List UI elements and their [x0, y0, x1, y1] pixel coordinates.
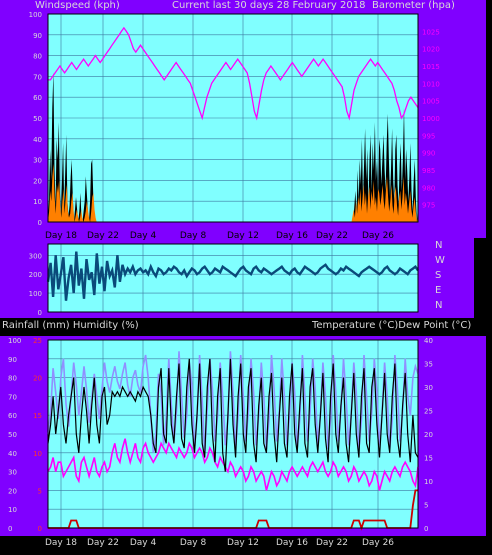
temp-x-tick-label: Day 22	[316, 538, 348, 548]
wind-x-tick-label: Day 26	[362, 231, 394, 241]
wind-x-tick-label: Day 4	[130, 231, 157, 241]
temp-x-tick-label: Day 8	[180, 538, 207, 548]
humidity-y-tick-label: 50	[8, 431, 17, 439]
temp-x-tick-label: Day 18	[45, 538, 77, 548]
temp-plot-border	[47, 339, 419, 529]
wind-x-tick-label: Day 12	[227, 231, 259, 241]
baro-y-tick-label: 990	[422, 150, 435, 158]
compass-label: S	[435, 270, 441, 281]
temp-y-tick-label: 10	[424, 478, 433, 486]
humidity-y-tick-label: 80	[8, 375, 17, 383]
rain-y-tick-label: 0	[38, 525, 42, 533]
temp-y-tick-label: 0	[424, 525, 428, 533]
temp-y-tick-label: 40	[424, 337, 433, 345]
compass-label: N	[435, 300, 442, 311]
humidity-y-tick-label: 100	[8, 337, 21, 345]
temp-y-tick-label: 5	[424, 502, 428, 510]
humidity-y-tick-label: 70	[8, 393, 17, 401]
wind-y-tick-label: 20	[33, 177, 42, 185]
wind-x-tick-label: Day 18	[45, 231, 77, 241]
baro-y-tick-label: 1025	[422, 28, 440, 36]
temp-dew-axis-title: Temperature (°C)Dew Point (°C)	[312, 320, 472, 331]
wind-direction-series	[46, 251, 419, 301]
humidity-y-tick-label: 30	[8, 469, 17, 477]
compass-label: W	[435, 255, 445, 266]
right-edge-band	[486, 0, 492, 555]
baro-y-tick-label: 1000	[422, 115, 440, 123]
wind-average-series	[48, 163, 418, 222]
temperature-series	[47, 358, 419, 472]
rain-y-tick-label: 10	[33, 450, 42, 458]
temp-y-tick-label: 35	[424, 361, 433, 369]
wind-y-tick-label: 70	[33, 73, 42, 81]
wind-plot-border	[47, 13, 419, 223]
direction-y-tick-label: 0	[38, 309, 42, 317]
mid-header-band	[0, 318, 492, 336]
temp-x-tick-label: Day 16	[276, 538, 308, 548]
wind-axis-title: Windspeed (kph)	[35, 0, 120, 11]
wind-x-tick-label: Day 22	[316, 231, 348, 241]
temp-y-tick-label: 25	[424, 408, 433, 416]
temp-x-tick-label: Day 4	[130, 538, 157, 548]
humidity-y-tick-label: 60	[8, 412, 17, 420]
humidity-y-tick-label: 20	[8, 487, 17, 495]
temp-y-tick-label: 15	[424, 455, 433, 463]
wind-y-tick-label: 60	[33, 94, 42, 102]
wind-y-tick-label: 50	[33, 115, 42, 123]
baro-y-tick-label: 1005	[422, 98, 440, 106]
rain-y-tick-label: 15	[33, 412, 42, 420]
barometer-series	[48, 26, 419, 121]
baro-y-tick-label: 1015	[422, 63, 440, 71]
direction-y-tick-label: 100	[29, 290, 42, 298]
temp-y-tick-label: 20	[424, 431, 433, 439]
baro-axis-title: Barometer (hpa)	[372, 0, 455, 11]
rain-humidity-axis-title: Rainfall (mm) Humidity (%)	[2, 320, 139, 331]
wind-x-tick-label: Day 8	[180, 231, 207, 241]
wind-y-tick-label: 80	[33, 53, 42, 61]
humidity-y-tick-label: 40	[8, 450, 17, 458]
direction-y-tick-label: 300	[29, 252, 42, 260]
wind-x-tick-label: Day 16	[276, 231, 308, 241]
humidity-y-tick-label: 10	[8, 506, 17, 514]
temp-x-tick-label: Day 22	[87, 538, 119, 548]
humidity-y-tick-label: 0	[8, 525, 12, 533]
wind-y-tick-label: 0	[38, 219, 42, 227]
wind-y-tick-label: 10	[33, 198, 42, 206]
rain-y-tick-label: 5	[38, 487, 42, 495]
compass-label: E	[435, 285, 441, 296]
baro-y-tick-label: 980	[422, 184, 435, 192]
bottom-band	[0, 536, 492, 555]
baro-y-tick-label: 975	[422, 202, 435, 210]
rain-y-tick-label: 20	[33, 375, 42, 383]
humidity-series	[47, 351, 419, 453]
wind-y-tick-label: 100	[29, 11, 42, 19]
chart-title: Current last 30 days 28 February 2018	[172, 0, 366, 11]
compass-label: N	[435, 240, 442, 251]
direction-plot-border	[47, 243, 419, 313]
baro-y-tick-label: 1020	[422, 46, 440, 54]
humidity-y-tick-label: 90	[8, 356, 17, 364]
baro-y-tick-label: 985	[422, 167, 435, 175]
temp-x-tick-label: Day 26	[362, 538, 394, 548]
wind-y-tick-label: 40	[33, 136, 42, 144]
wind-y-tick-label: 90	[33, 32, 42, 40]
temp-x-tick-label: Day 12	[227, 538, 259, 548]
direction-y-tick-label: 200	[29, 271, 42, 279]
wind-x-tick-label: Day 22	[87, 231, 119, 241]
temp-y-tick-label: 30	[424, 384, 433, 392]
wind-y-tick-label: 30	[33, 157, 42, 165]
dew-point-series	[47, 438, 419, 491]
baro-y-tick-label: 995	[422, 132, 435, 140]
baro-y-tick-label: 1010	[422, 80, 440, 88]
rain-y-tick-label: 25	[33, 337, 42, 345]
